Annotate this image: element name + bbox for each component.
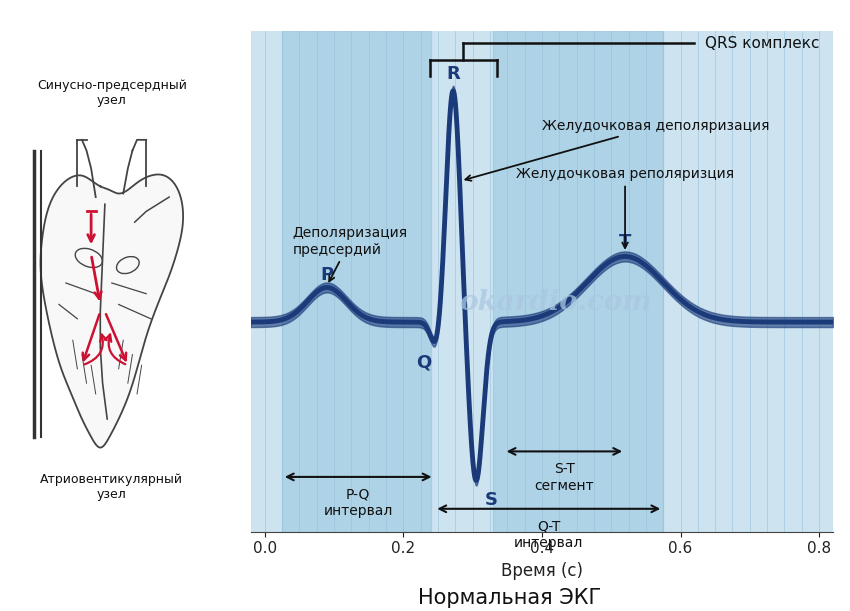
- Text: okardio.com: okardio.com: [460, 288, 652, 315]
- Text: R: R: [446, 65, 460, 83]
- Text: S-T
сегмент: S-T сегмент: [535, 463, 594, 492]
- Text: Атриовентикулярный
узел: Атриовентикулярный узел: [40, 473, 184, 500]
- Text: Синусно-предсердный
узел: Синусно-предсердный узел: [37, 79, 187, 107]
- Text: Деполяризация
предсердий: Деполяризация предсердий: [292, 227, 407, 281]
- X-axis label: Время (с): Время (с): [501, 562, 583, 580]
- Text: QRS комплекс: QRS комплекс: [705, 36, 819, 51]
- Bar: [493, 31, 663, 532]
- Text: Q: Q: [416, 354, 431, 372]
- Bar: [282, 31, 431, 532]
- Text: S: S: [485, 491, 498, 508]
- Text: Желудочковая реполяризция: Желудочковая реполяризция: [516, 167, 734, 248]
- Text: Желудочковая деполяризация: Желудочковая деполяризация: [466, 119, 769, 181]
- Text: Q-T
интервал: Q-T интервал: [514, 520, 583, 550]
- Polygon shape: [41, 175, 183, 448]
- Text: P: P: [320, 266, 333, 284]
- Text: P-Q
интервал: P-Q интервал: [324, 488, 393, 518]
- Text: Нормальная ЭКГ: Нормальная ЭКГ: [418, 588, 602, 608]
- Text: T: T: [619, 233, 632, 251]
